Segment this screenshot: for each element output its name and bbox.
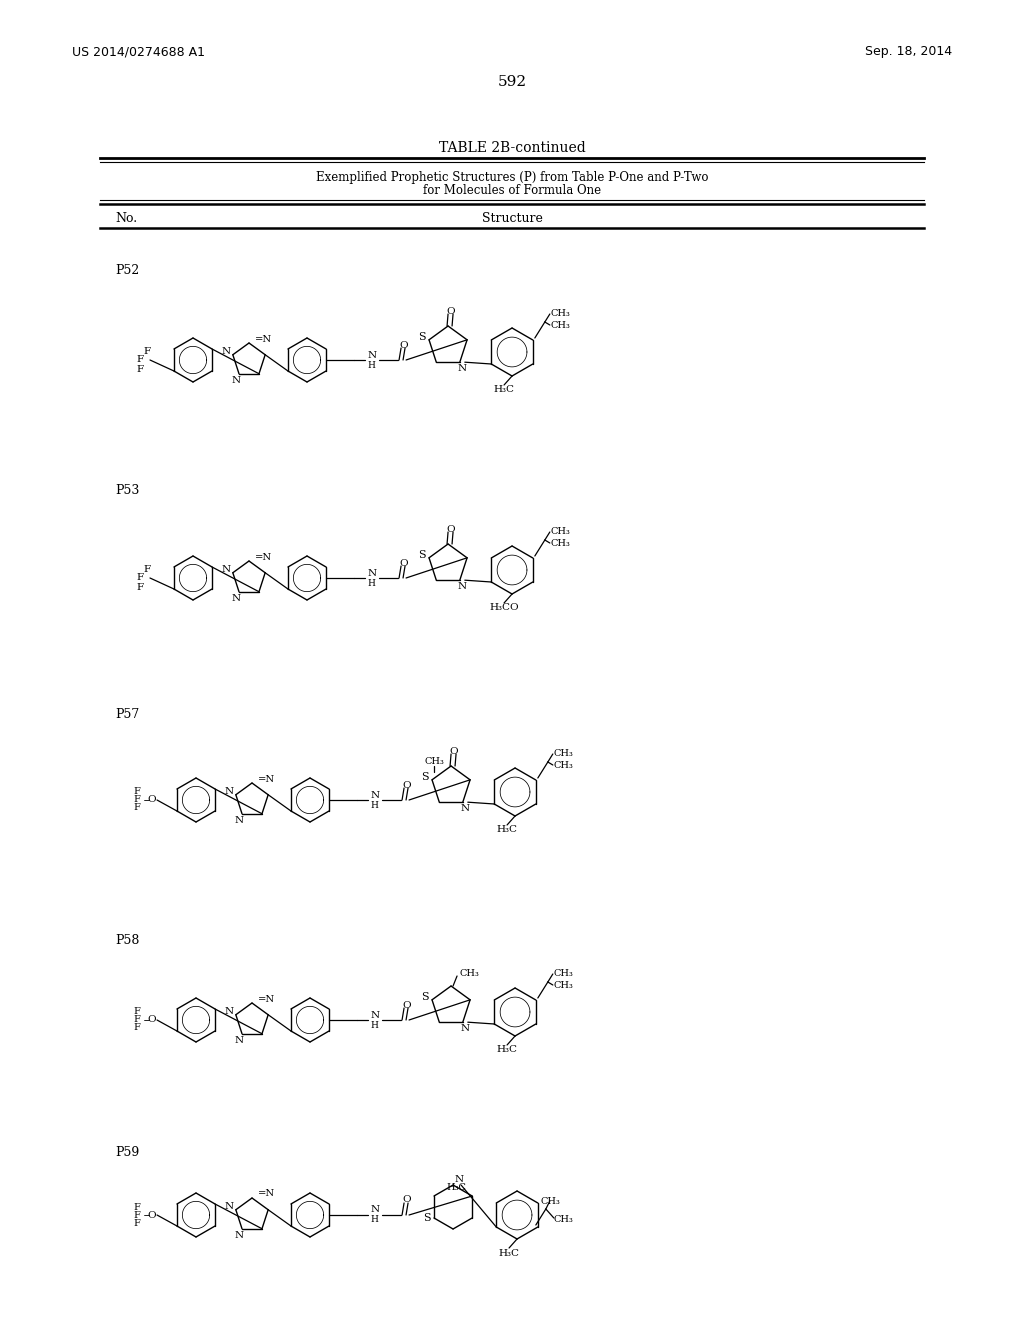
Text: CH₃: CH₃: [554, 981, 573, 990]
Text: N: N: [368, 569, 377, 578]
Text: No.: No.: [115, 211, 137, 224]
Text: N: N: [231, 594, 241, 603]
Text: P53: P53: [115, 483, 139, 496]
Text: F: F: [133, 1210, 140, 1220]
Text: H: H: [370, 1216, 378, 1225]
Text: CH₃: CH₃: [554, 750, 573, 759]
Text: S: S: [421, 991, 429, 1002]
Text: N: N: [460, 1024, 469, 1032]
Text: F: F: [133, 1218, 140, 1228]
Text: H₃CO: H₃CO: [489, 603, 519, 612]
Text: CH₃: CH₃: [551, 309, 570, 318]
Text: N: N: [224, 787, 233, 796]
Text: CH₃: CH₃: [551, 321, 570, 330]
Text: N: N: [458, 364, 466, 372]
Text: N: N: [368, 351, 377, 359]
Text: =N: =N: [258, 1189, 275, 1199]
Text: H₃C: H₃C: [499, 1249, 519, 1258]
Text: CH₃: CH₃: [554, 1216, 573, 1225]
Text: Exemplified Prophetic Structures (P) from Table P-One and P-Two: Exemplified Prophetic Structures (P) fro…: [315, 170, 709, 183]
Text: Structure: Structure: [481, 211, 543, 224]
Text: O: O: [402, 1196, 412, 1204]
Text: H₃C: H₃C: [494, 385, 514, 395]
Text: CH₃: CH₃: [459, 969, 479, 978]
Text: N: N: [234, 816, 244, 825]
Text: O: O: [147, 1015, 157, 1024]
Text: N: N: [371, 1011, 380, 1019]
Text: Sep. 18, 2014: Sep. 18, 2014: [865, 45, 952, 58]
Text: O: O: [402, 780, 412, 789]
Text: =N: =N: [258, 775, 275, 784]
Text: TABLE 2B-continued: TABLE 2B-continued: [438, 141, 586, 154]
Text: F: F: [143, 346, 151, 355]
Text: O: O: [446, 525, 456, 535]
Text: H: H: [370, 1020, 378, 1030]
Text: H₃C: H₃C: [446, 1184, 466, 1192]
Text: N: N: [234, 1036, 244, 1045]
Text: F: F: [133, 804, 140, 813]
Text: F: F: [133, 796, 140, 804]
Text: 592: 592: [498, 75, 526, 88]
Text: =N: =N: [258, 994, 275, 1003]
Text: N: N: [458, 582, 466, 590]
Text: P52: P52: [115, 264, 139, 276]
Text: F: F: [133, 788, 140, 796]
Text: F: F: [143, 565, 151, 573]
Text: H₃C: H₃C: [497, 825, 517, 834]
Text: O: O: [446, 308, 456, 317]
Text: O: O: [147, 1210, 157, 1220]
Text: O: O: [147, 796, 157, 804]
Text: F: F: [133, 1007, 140, 1016]
Text: US 2014/0274688 A1: US 2014/0274688 A1: [72, 45, 205, 58]
Text: for Molecules of Formula One: for Molecules of Formula One: [423, 185, 601, 198]
Text: P59: P59: [115, 1146, 139, 1159]
Text: H₃C: H₃C: [497, 1045, 517, 1055]
Text: CH₃: CH₃: [541, 1196, 561, 1205]
Text: F: F: [133, 1203, 140, 1212]
Text: F: F: [136, 582, 143, 591]
Text: =N: =N: [255, 553, 272, 561]
Text: CH₃: CH₃: [554, 969, 573, 978]
Text: N: N: [371, 1205, 380, 1214]
Text: N: N: [221, 347, 230, 356]
Text: O: O: [402, 1001, 412, 1010]
Text: F: F: [133, 1015, 140, 1024]
Text: F: F: [133, 1023, 140, 1032]
Text: N: N: [455, 1176, 464, 1184]
Text: N: N: [224, 1007, 233, 1016]
Text: O: O: [399, 558, 409, 568]
Text: F: F: [136, 355, 143, 364]
Text: N: N: [231, 376, 241, 385]
Text: P58: P58: [115, 933, 139, 946]
Text: N: N: [460, 804, 469, 813]
Text: S: S: [423, 1213, 431, 1224]
Text: O: O: [399, 341, 409, 350]
Text: F: F: [136, 364, 143, 374]
Text: N: N: [224, 1203, 233, 1212]
Text: =N: =N: [255, 334, 272, 343]
Text: N: N: [221, 565, 230, 574]
Text: O: O: [450, 747, 459, 756]
Text: P57: P57: [115, 709, 139, 722]
Text: CH₃: CH₃: [424, 758, 444, 767]
Text: N: N: [234, 1232, 244, 1241]
Text: CH₃: CH₃: [551, 539, 570, 548]
Text: S: S: [418, 550, 426, 560]
Text: CH₃: CH₃: [554, 760, 573, 770]
Text: S: S: [418, 331, 426, 342]
Text: H: H: [368, 578, 375, 587]
Text: N: N: [371, 791, 380, 800]
Text: S: S: [421, 772, 429, 781]
Text: F: F: [136, 573, 143, 582]
Text: H: H: [368, 360, 375, 370]
Text: H: H: [370, 800, 378, 809]
Text: CH₃: CH₃: [551, 528, 570, 536]
